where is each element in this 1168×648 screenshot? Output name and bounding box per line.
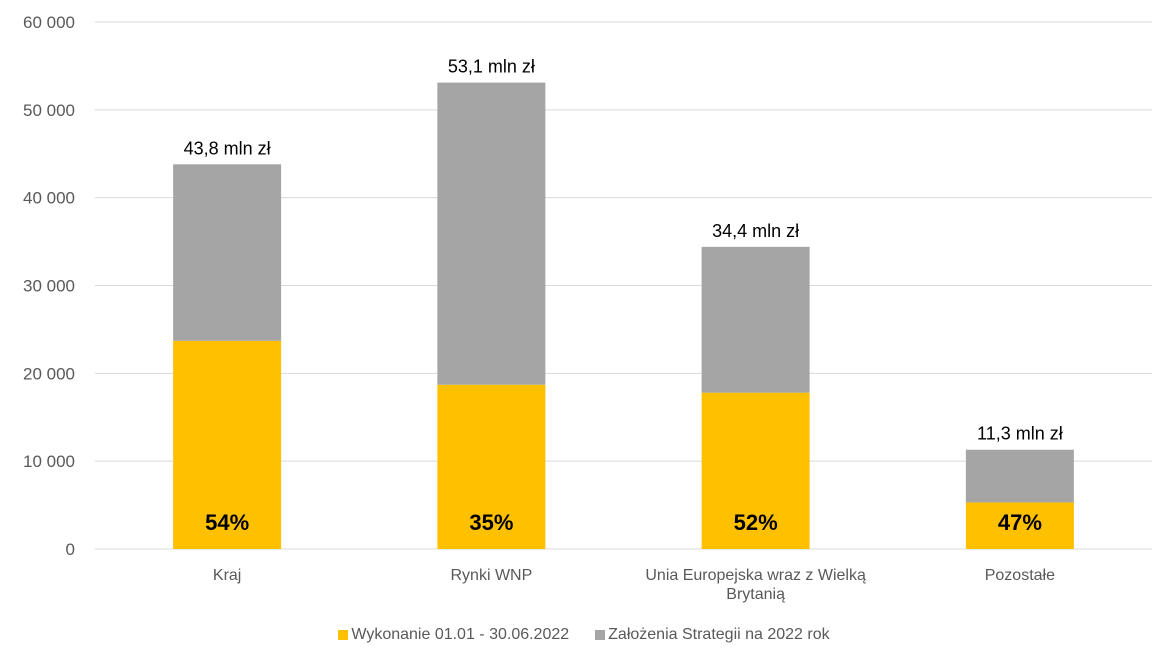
percent-label: 35%	[469, 510, 513, 535]
bars	[173, 82, 1074, 549]
stacked-bar-chart: 0 10 000 20 000 30 000 40 000 50 000 60 000 43…	[23, 13, 1152, 603]
bar-zalozenia[interactable]	[437, 82, 546, 385]
total-label: 11,3 mln zł	[977, 424, 1063, 444]
legend-item-wykonanie[interactable]: Wykonanie 01.01 - 30.06.2022	[338, 626, 569, 644]
legend-swatch-zalozenia	[595, 630, 606, 640]
y-tick-label: 20 000	[23, 364, 75, 383]
bar-wykonanie[interactable]	[701, 392, 810, 549]
legend-swatch-wykonanie	[338, 630, 349, 640]
y-tick-label: 60 000	[23, 13, 75, 32]
legend-item-zalozenia[interactable]: Założenia Strategii na 2022 rok	[595, 626, 830, 644]
legend-label-wykonanie: Wykonanie 01.01 - 30.06.2022	[351, 626, 570, 643]
y-axis-tick-labels: 0 10 000 20 000 30 000 40 000 50 000 60 000	[23, 13, 75, 559]
total-label: 43,8 mln zł	[184, 138, 271, 158]
bar-wykonanie[interactable]	[173, 340, 282, 549]
x-axis-category-labels: Kraj Rynki WNP Unia Europejska wraz z Wiel…	[213, 567, 1055, 603]
y-tick-label: 30 000	[23, 277, 75, 296]
data-labels: 43,8 mln zł 54% 53,1 mln zł 35% 34,4 mln zł 5…	[184, 57, 1063, 535]
y-tick-label: 50 000	[23, 101, 75, 120]
total-label: 34,4 mln zł	[712, 221, 799, 241]
percent-label: 52%	[734, 510, 778, 535]
legend: Wykonanie 01.01 - 30.06.2022 Założenia S…	[0, 626, 1168, 644]
bar-wykonanie[interactable]	[965, 502, 1074, 549]
total-label: 53,1 mln zł	[448, 57, 535, 77]
bar-zalozenia[interactable]	[701, 246, 810, 393]
legend-label-zalozenia: Założenia Strategii na 2022 rok	[608, 626, 830, 643]
category-label: Brytanią	[726, 586, 785, 603]
y-tick-label: 0	[66, 540, 75, 559]
bar-zalozenia[interactable]	[173, 164, 282, 341]
category-label: Rynki WNP	[450, 567, 532, 584]
y-tick-label: 10 000	[23, 452, 75, 471]
bar-wykonanie[interactable]	[437, 384, 546, 549]
percent-label: 54%	[205, 510, 249, 535]
category-label: Unia Europejska wraz z Wielką	[645, 567, 866, 584]
percent-label: 47%	[998, 510, 1042, 535]
category-label: Pozostałe	[985, 567, 1055, 584]
category-label: Kraj	[213, 567, 241, 584]
bar-zalozenia[interactable]	[965, 449, 1074, 503]
y-tick-label: 40 000	[23, 189, 75, 208]
